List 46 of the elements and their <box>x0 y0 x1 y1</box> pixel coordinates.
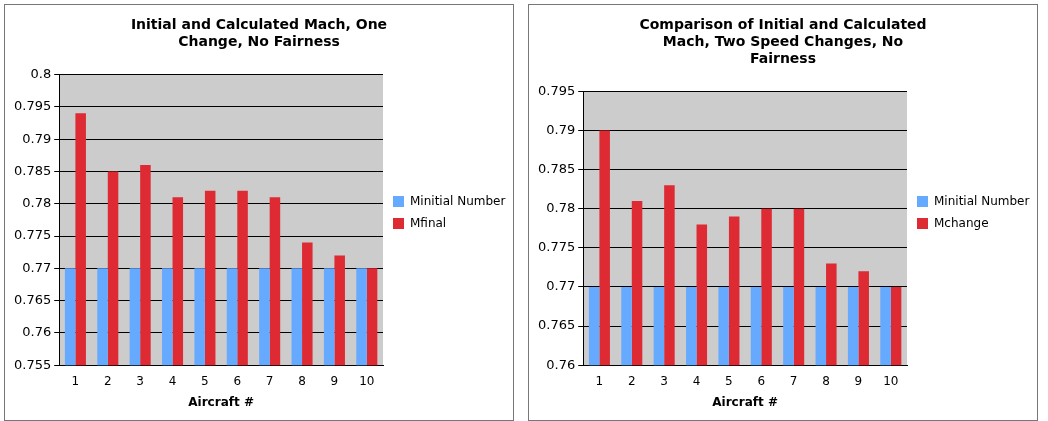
y-tick-label: 0.76 <box>22 324 52 340</box>
y-tick-label: 0.79 <box>546 121 576 137</box>
x-tick-label: 1 <box>71 373 80 388</box>
x-axis-title: Aircraft # <box>188 394 254 409</box>
y-tick-label: 0.785 <box>538 161 576 176</box>
x-tick-label: 4 <box>168 373 177 388</box>
x-tick-label: 5 <box>725 373 733 388</box>
y-tick-label: 0.765 <box>14 292 52 307</box>
y-tick-label: 0.77 <box>22 259 52 275</box>
x-tick-label: 5 <box>201 373 209 388</box>
y-tick-label: 0.79 <box>22 130 52 146</box>
x-tick-label: 3 <box>136 373 144 388</box>
legend-label: Minitial Number <box>410 193 506 208</box>
y-tick-label: 0.78 <box>546 200 576 216</box>
y-tick-label: 0.76 <box>546 356 576 372</box>
legend-label: Minitial Number <box>934 193 1030 208</box>
y-tick-label: 0.795 <box>14 98 52 114</box>
y-tick-label: 0.78 <box>22 195 52 211</box>
x-tick-label: 2 <box>103 373 112 388</box>
chart-title: Initial and Calculated Mach, One Change, No Fairness <box>130 16 388 49</box>
x-tick-label: 9 <box>330 373 339 388</box>
x-tick-label: 9 <box>854 373 863 388</box>
x-tick-label: 4 <box>692 373 701 388</box>
x-tick-label: 7 <box>789 373 798 388</box>
x-tick-label: 6 <box>757 373 766 388</box>
y-tick-label: 0.775 <box>538 239 576 255</box>
y-tick-label: 0.77 <box>546 278 576 294</box>
x-tick-label: 1 <box>595 373 604 388</box>
y-tick-label: 0.755 <box>14 356 52 372</box>
y-tick-label: 0.8 <box>30 65 52 81</box>
x-tick-label: 8 <box>298 373 306 388</box>
legend-label: Mchange <box>934 215 989 230</box>
x-tick-label: 8 <box>822 373 830 388</box>
x-axis-title: Aircraft # <box>712 394 778 409</box>
x-tick-label: 2 <box>627 373 636 388</box>
x-tick-label: 10 <box>883 373 899 388</box>
y-tick-label: 0.775 <box>14 227 52 243</box>
x-tick-label: 10 <box>359 373 375 388</box>
y-tick-label: 0.765 <box>538 317 576 333</box>
x-tick-label: 6 <box>233 373 242 388</box>
y-tick-label: 0.795 <box>538 82 576 98</box>
x-tick-label: 3 <box>660 373 668 388</box>
x-tick-label: 7 <box>265 373 274 388</box>
legend-label: Mfinal <box>410 215 447 230</box>
y-tick-label: 0.785 <box>14 162 52 178</box>
chart-title: Comparison of Initial and Calculated Mach, Two Speed Changes, No Fairness <box>639 16 927 66</box>
